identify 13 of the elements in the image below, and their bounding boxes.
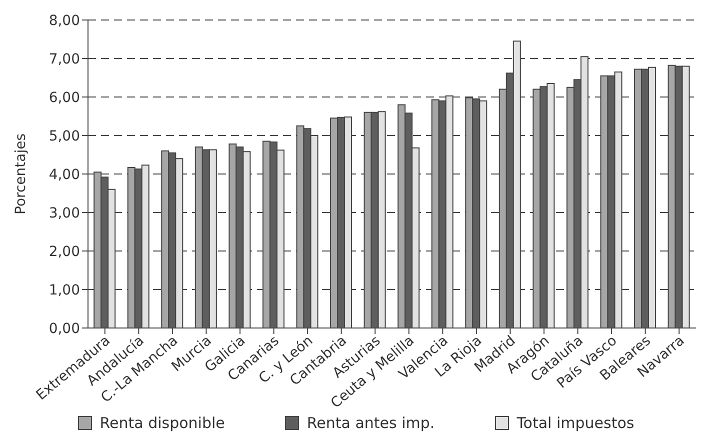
y-tick-label: 8,00 [48, 12, 80, 29]
y-tick-label: 6,00 [48, 90, 80, 106]
y-tick-label: 3,00 [48, 205, 80, 222]
y-tick-label: 4,00 [48, 166, 80, 183]
y-tick-label: 7,00 [48, 51, 80, 68]
legend-label: Renta antes imp. [306, 414, 435, 432]
legend-label: Total impuestos [516, 414, 634, 432]
y-tick-label: 0,00 [48, 320, 80, 337]
legend-label: Renta disponible [100, 414, 225, 432]
y-tick-label: 2,00 [48, 244, 80, 260]
y-tick-label: 5,00 [48, 128, 80, 144]
y-axis-title: Porcentajes [12, 133, 29, 215]
y-tick-label: 1,00 [48, 282, 80, 298]
